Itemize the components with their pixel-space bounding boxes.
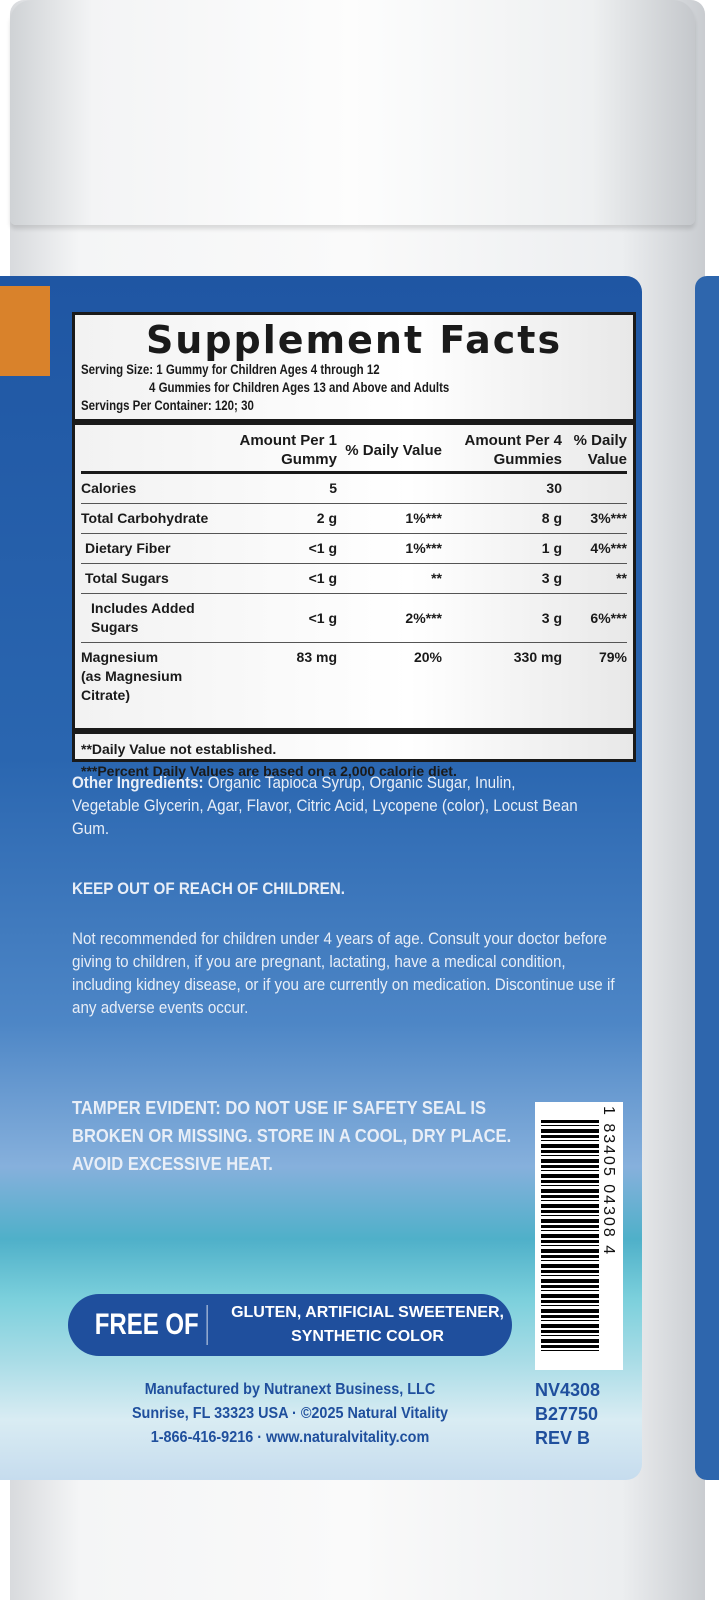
facts-title: Supplement Facts — [145, 318, 563, 362]
product-codes: NV4308 B27750 REV B — [535, 1380, 601, 1448]
free-of-badge: FREE OF GLUTEN, ARTIFICIAL SWEETENER, SY… — [68, 1294, 512, 1356]
header-dv-4: % Daily Value — [573, 432, 627, 468]
table-row: Calories 5 30 — [81, 472, 627, 504]
usage-warning: Not recommended for children under 4 yea… — [72, 930, 615, 1017]
bottle-cap — [10, 0, 695, 225]
barcode: 1 83405 04308 4 — [535, 1102, 623, 1370]
other-ingredients: Other Ingredients: Organic Tapioca Syrup… — [72, 774, 578, 838]
header-amount-4: Amount Per 4 Gummies — [464, 432, 562, 468]
table-row: Magnesium (as Magnesium Citrate) 83 mg 20% 3… — [81, 649, 627, 703]
side-label-panel — [695, 276, 719, 1480]
tamper-notice: TAMPER EVIDENT: DO NOT USE IF SAFETY SEA… — [72, 1098, 512, 1174]
brand-accent — [0, 286, 50, 376]
keep-out-warning: KEEP OUT OF REACH OF CHILDREN. — [72, 880, 345, 898]
header-dv-1: % Daily Value — [345, 441, 442, 459]
servings-per-container: Servings Per Container: 120; 30 — [81, 398, 254, 413]
table-row: Total Carbohydrate 2 g 1%*** 8 g 3%*** — [81, 503, 627, 534]
table-row: Includes Added Sugars <1 g 2%*** 3 g 6%*** — [81, 593, 627, 643]
table-row: Total Sugars <1 g ** 3 g ** — [81, 563, 627, 594]
header-amount-1: Amount Per 1 Gummy — [239, 432, 337, 468]
footnote-calorie: ***Percent Daily Values are based on a 2… — [81, 763, 457, 779]
serving-size: Serving Size: 1 Gummy for Children Ages … — [81, 362, 380, 377]
product-label: Supplement Facts Serving Size: 1 Gummy f… — [0, 276, 642, 1480]
footnote-dv: **Daily Value not established. — [81, 741, 277, 757]
serving-size-adults: 4 Gummies for Children Ages 13 and Above… — [149, 380, 450, 395]
supplement-facts-panel: Supplement Facts Serving Size: 1 Gummy f… — [72, 312, 636, 779]
manufacturer-info: Manufactured by Nutranext Business, LLC … — [131, 1381, 449, 1446]
table-row: Dietary Fiber <1 g 1%*** 1 g 4%*** — [81, 533, 627, 564]
facts-table: Amount Per 1 Gummy % Daily Value Amount … — [81, 429, 627, 710]
